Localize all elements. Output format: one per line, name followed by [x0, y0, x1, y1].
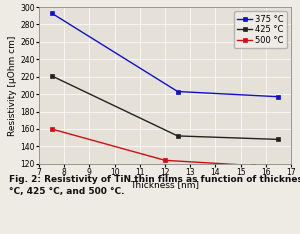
- Line: 375 °C: 375 °C: [49, 11, 281, 99]
- 425 °C: [176, 135, 179, 137]
- 375 °C: [50, 12, 53, 15]
- 375 °C: [277, 95, 280, 98]
- Text: Fig. 2: Resistivity of TiN thin films as function of thickness at 375
°C, 425 °C: Fig. 2: Resistivity of TiN thin films as…: [9, 176, 300, 196]
- Line: 425 °C: 425 °C: [49, 73, 281, 142]
- 500 °C: [50, 128, 53, 130]
- 425 °C: [277, 138, 280, 141]
- Line: 500 °C: 500 °C: [49, 127, 256, 168]
- 375 °C: [176, 90, 179, 93]
- Y-axis label: Resistivity [μOhm cm]: Resistivity [μOhm cm]: [8, 35, 17, 135]
- 500 °C: [251, 164, 255, 167]
- 425 °C: [50, 74, 53, 77]
- 500 °C: [163, 159, 167, 162]
- Legend: 375 °C, 425 °C, 500 °C: 375 °C, 425 °C, 500 °C: [234, 11, 287, 48]
- X-axis label: Thickness [nm]: Thickness [nm]: [130, 180, 200, 189]
